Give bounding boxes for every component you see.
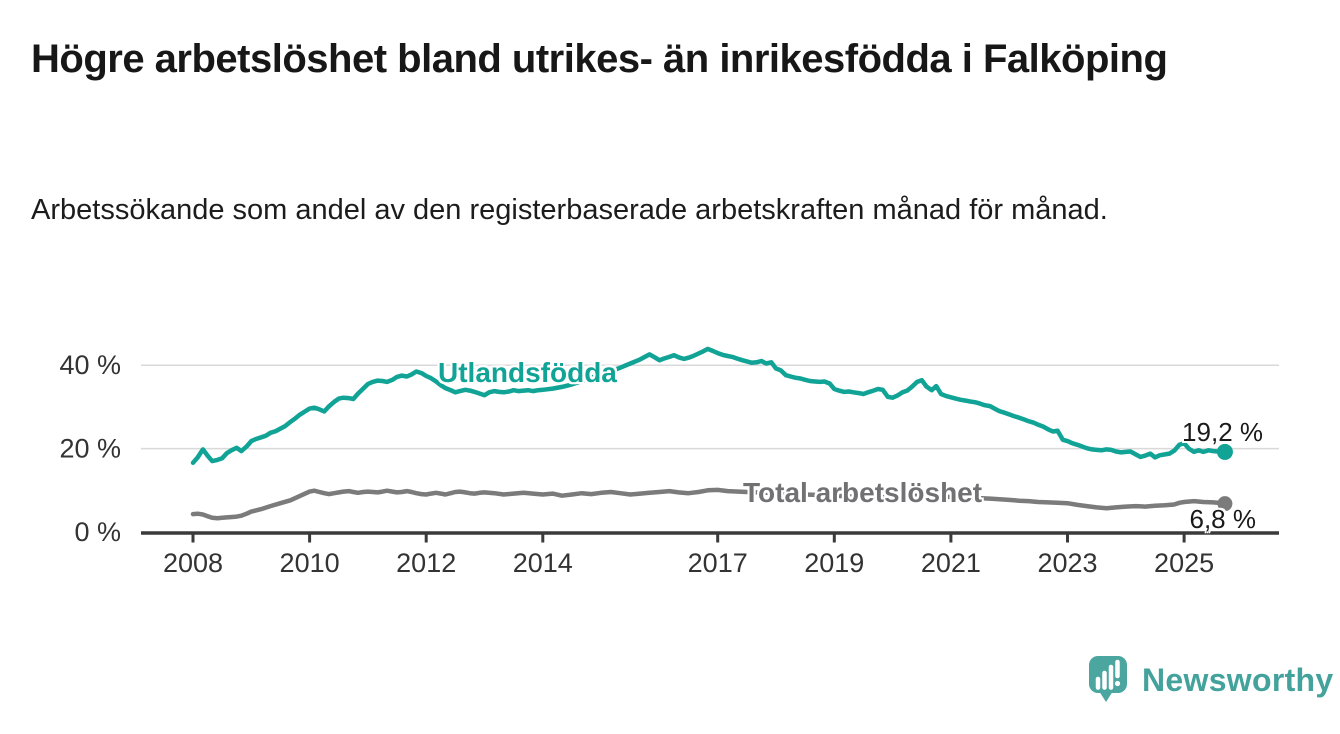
x-axis-labels: 2008 2010 2012 2014 2017 2019 2021 2023 2025	[163, 548, 1214, 578]
utlandsfodda-series-label: Utlandsfödda	[438, 357, 617, 388]
newsworthy-bubble-icon	[1089, 656, 1127, 702]
utlandsfodda-line	[190, 346, 1228, 466]
y-axis-labels: 0 % 20 % 40 %	[59, 350, 121, 547]
x-tick-label-2017: 2017	[688, 548, 748, 578]
x-tick-label-2012: 2012	[396, 548, 456, 578]
x-tick-label-2025: 2025	[1154, 548, 1214, 578]
x-axis	[141, 531, 1279, 543]
x-tick-label-2021: 2021	[921, 548, 981, 578]
logo-bars-icon	[1095, 659, 1120, 690]
total-end-value: 6,8 %	[1189, 504, 1257, 534]
y-tick-label-40: 40 %	[59, 350, 121, 380]
total-line	[190, 487, 1228, 521]
utlandsfodda-endpoint-dot	[1216, 443, 1233, 460]
total-series-label: Total arbetslöshet	[743, 477, 983, 508]
utlandsfodda-end-value: 19,2 %	[1182, 417, 1263, 447]
x-tick-label-2014: 2014	[513, 548, 573, 578]
page-subtitle: Arbetssökande som andel av den registerb…	[31, 194, 1108, 226]
page-title: Högre arbetslöshet bland utrikes- än inr…	[31, 37, 1168, 81]
x-tick-label-2019: 2019	[804, 548, 864, 578]
y-tick-label-0: 0 %	[74, 517, 121, 547]
x-tick-label-2023: 2023	[1037, 548, 1097, 578]
total-endpoint-dot	[1217, 496, 1233, 512]
newsworthy-wordmark: Newsworthy	[1142, 662, 1334, 698]
x-tick-label-2010: 2010	[280, 548, 340, 578]
x-tick-label-2008: 2008	[163, 548, 223, 578]
newsworthy-logo: Newsworthy	[1087, 655, 1333, 703]
y-tick-label-20: 20 %	[59, 434, 121, 464]
